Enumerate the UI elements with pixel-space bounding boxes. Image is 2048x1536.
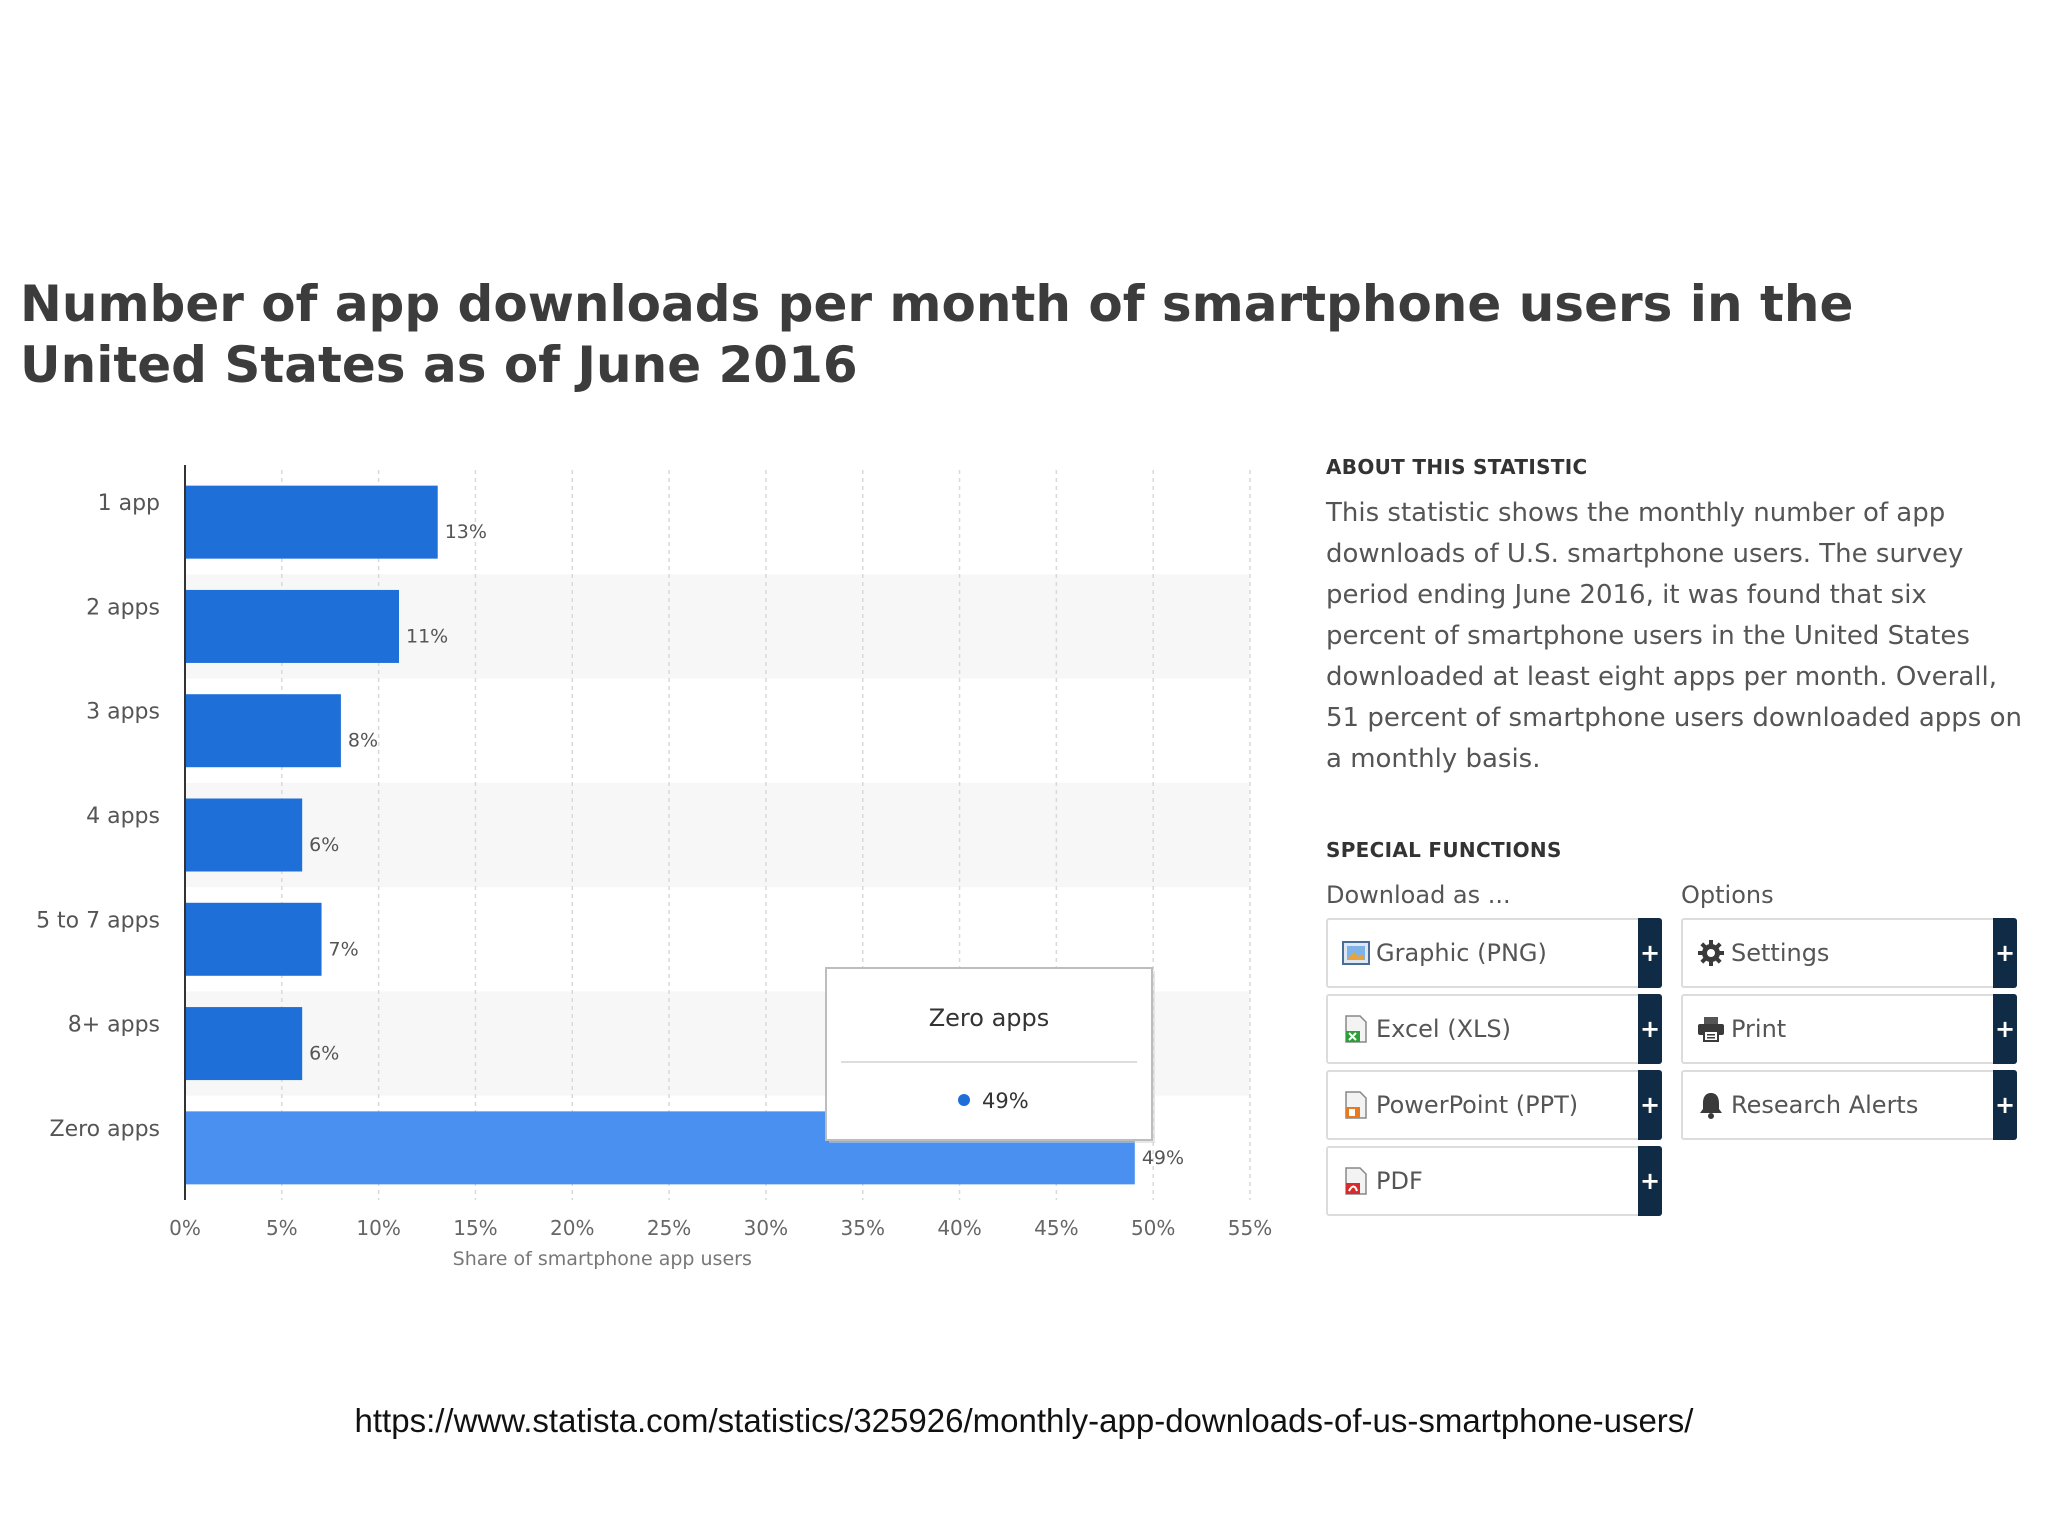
x-tick-label: 55% (1228, 1216, 1272, 1240)
chart-title: Number of app downloads per month of sma… (20, 275, 1854, 394)
settings-button[interactable]: Settings + (1681, 918, 2017, 988)
category-label: 3 apps (86, 700, 160, 725)
bar-chart: 0% 5% 10% 15% 20% 25% 30% 35% 40% 45% 50% 55% 1 app 1… (0, 440, 1300, 1280)
pdf-file-icon (1342, 1167, 1370, 1195)
download-xls-button[interactable]: Excel (XLS) + (1326, 994, 1662, 1064)
excel-file-icon (1342, 1015, 1370, 1043)
settings-label: Settings (1731, 939, 1830, 967)
x-tick-label: 35% (841, 1216, 885, 1240)
x-tick-label: 0% (169, 1216, 201, 1240)
x-tick-label: 10% (356, 1216, 400, 1240)
about-heading: ABOUT THIS STATISTIC (1326, 455, 1588, 479)
x-tick-label: 40% (937, 1216, 981, 1240)
download-label: Download as ... (1326, 881, 1511, 909)
value-label: 6% (309, 834, 339, 856)
plus-icon[interactable]: + (1638, 1146, 1662, 1216)
download-png-label: Graphic (PNG) (1376, 939, 1547, 967)
row-band (185, 782, 1250, 888)
special-functions: SPECIAL FUNCTIONS Download as ... Graphi… (1326, 838, 2026, 1220)
x-tick-label: 15% (453, 1216, 497, 1240)
bar (186, 485, 438, 559)
about-text: This statistic shows the monthly number … (1326, 498, 2022, 774)
printer-icon (1697, 1015, 1725, 1043)
plus-icon[interactable]: + (1638, 918, 1662, 988)
download-column: Download as ... Graphic (PNG) + Excel (X… (1326, 880, 1662, 1222)
print-button[interactable]: Print + (1681, 994, 2017, 1064)
download-xls-label: Excel (XLS) (1376, 1015, 1511, 1043)
print-label: Print (1731, 1015, 1787, 1043)
tooltip-marker (958, 1094, 970, 1106)
value-label: 7% (329, 938, 359, 960)
bar (186, 902, 322, 976)
powerpoint-file-icon (1342, 1091, 1370, 1119)
plus-icon[interactable]: + (1993, 918, 2017, 988)
x-axis-label: Share of smartphone app users (453, 1248, 752, 1270)
source-url: https://www.statista.com/statistics/3259… (354, 1402, 1694, 1439)
plus-icon[interactable]: + (1993, 994, 2017, 1064)
category-label: Zero apps (50, 1117, 161, 1142)
category-label: 5 to 7 apps (36, 908, 160, 933)
category-label: 8+ apps (68, 1013, 160, 1038)
value-label: 13% (445, 521, 487, 543)
x-tick-label: 45% (1034, 1216, 1078, 1240)
plus-icon[interactable]: + (1638, 994, 1662, 1064)
value-label: 8% (348, 730, 378, 752)
category-label: 2 apps (86, 595, 160, 620)
bell-icon (1697, 1091, 1725, 1119)
bar (186, 1007, 303, 1081)
bar (186, 798, 303, 872)
download-ppt-button[interactable]: PowerPoint (PPT) + (1326, 1070, 1662, 1140)
value-label: 11% (406, 625, 448, 647)
tooltip-value: 49% (982, 1089, 1029, 1113)
value-label: 49% (1142, 1147, 1184, 1169)
image-file-icon (1342, 939, 1370, 967)
options-label: Options (1681, 881, 1774, 909)
download-pdf-label: PDF (1376, 1167, 1423, 1195)
bar (186, 589, 399, 663)
x-tick-label: 5% (266, 1216, 298, 1240)
gear-icon (1697, 939, 1725, 967)
chart-svg: 0% 5% 10% 15% 20% 25% 30% 35% 40% 45% 50% 55% 1 app 1… (36, 465, 1272, 1270)
x-tick-label: 50% (1131, 1216, 1175, 1240)
plus-icon[interactable]: + (1993, 1070, 2017, 1140)
download-png-button[interactable]: Graphic (PNG) + (1326, 918, 1662, 988)
bar (186, 694, 341, 768)
plus-icon[interactable]: + (1638, 1070, 1662, 1140)
download-pdf-button[interactable]: PDF + (1326, 1146, 1662, 1216)
special-functions-heading: SPECIAL FUNCTIONS (1326, 838, 1562, 862)
category-label: 1 app (98, 491, 160, 516)
category-label: 4 apps (86, 804, 160, 829)
tooltip-box (825, 967, 1153, 1141)
research-alerts-label: Research Alerts (1731, 1091, 1919, 1119)
options-column: Options Settings + Print + (1681, 880, 2017, 1146)
download-ppt-label: PowerPoint (PPT) (1376, 1091, 1579, 1119)
x-tick-label: 30% (744, 1216, 788, 1240)
tooltip-title: Zero apps (929, 1004, 1050, 1032)
x-tick-label: 25% (647, 1216, 691, 1240)
value-label: 6% (309, 1043, 339, 1065)
right-panel: ABOUT THIS STATISTIC This statistic show… (1326, 455, 2026, 1220)
research-alerts-button[interactable]: Research Alerts + (1681, 1070, 2017, 1140)
x-tick-label: 20% (550, 1216, 594, 1240)
